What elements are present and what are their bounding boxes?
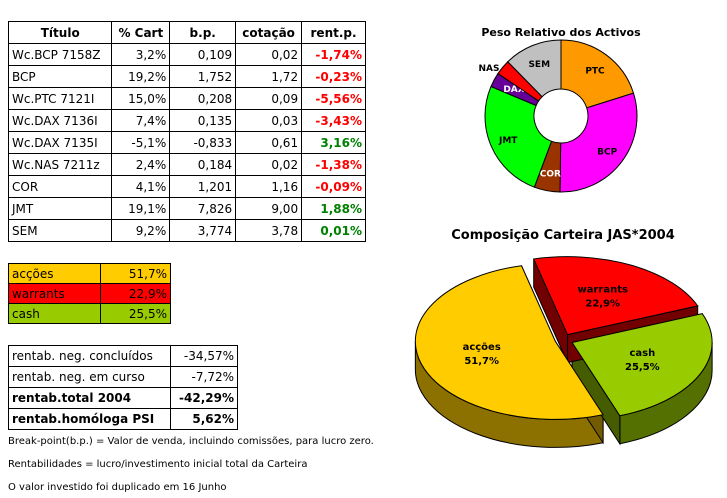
cell-cotacao: 3,78 (235, 219, 303, 242)
table-row: BCP 19,2% 1,752 1,72 -0,23% (7, 65, 366, 88)
cell-titulo: SEM (7, 219, 113, 242)
note-valor-investido: O valor investido foi duplicado em 16 Ju… (8, 482, 227, 493)
cell-cart: 15,0% (111, 87, 171, 110)
doughnut-slice-ptc (560, 39, 635, 109)
allocation-value: 25,5% (100, 303, 171, 324)
header-rent: rent.p. (301, 21, 366, 44)
table-row: COR 4,1% 1,201 1,16 -0,09% (7, 175, 366, 198)
portfolio-table: Título % Cart b.p. cotação rent.p. Wc.BC… (7, 21, 366, 242)
performance-value: 5,62% (169, 408, 239, 430)
pie3d-value-acções: 51,7% (464, 356, 499, 367)
cell-titulo: Wc.PTC 7121I (7, 87, 113, 110)
allocation-label: cash (7, 303, 102, 324)
cell-bp: 1,752 (169, 65, 237, 88)
cell-rent: -1,38% (301, 153, 366, 176)
performance-table: rentab. neg. concluídos -34,57% rentab. ne… (8, 345, 239, 430)
performance-label: rentab.homóloga PSI (8, 408, 171, 430)
performance-label: rentab.total 2004 (8, 387, 171, 409)
pie3d-value-warrants: 22,9% (585, 298, 620, 309)
table-row: Wc.BCP 7158Z 3,2% 0,109 0,02 -1,74% (7, 43, 366, 66)
cell-rent: 0,01% (301, 219, 366, 242)
note-rentabilidades: Rentabilidades = lucro/investimento inic… (8, 459, 308, 470)
doughnut-label-dax: DAX (503, 85, 524, 95)
cell-bp: 1,201 (169, 175, 237, 198)
doughnut-label-bcp: BCP (597, 147, 617, 157)
table-row: Wc.DAX 7136I 7,4% 0,135 0,03 -3,43% (7, 109, 366, 132)
doughnut-label-ptc: PTC (585, 67, 605, 77)
pie3d-value-cash: 25,5% (625, 362, 660, 373)
cell-rent: -5,56% (301, 87, 366, 110)
cell-cotacao: 1,72 (235, 65, 303, 88)
performance-value: -34,57% (169, 345, 239, 367)
pie3d-slice-warrants (532, 256, 699, 336)
cell-titulo: COR (7, 175, 113, 198)
pie3d-label-acções: acções (463, 342, 501, 353)
cell-cart: 7,4% (111, 109, 171, 132)
doughnut-slice-bcp (559, 92, 638, 193)
performance-row: rentab.total 2004 -42,29% (8, 387, 239, 409)
performance-row: rentab.homóloga PSI 5,62% (8, 408, 239, 430)
pie3d-chart-title: Composição Carteira JAS*2004 (451, 228, 675, 243)
pie3d-slice-acções (414, 265, 604, 420)
portfolio-header-row: Título % Cart b.p. cotação rent.p. (7, 21, 366, 44)
cell-rent: -1,74% (301, 43, 366, 66)
cell-bp: 0,208 (169, 87, 237, 110)
doughnut-chart-title: Peso Relativo dos Activos (481, 26, 641, 39)
allocation-row: cash 25,5% (7, 303, 171, 324)
table-row: Wc.PTC 7121I 15,0% 0,208 0,09 -5,56% (7, 87, 366, 110)
cell-cart: 2,4% (111, 153, 171, 176)
allocation-value: 22,9% (100, 283, 171, 304)
allocation-table: acções 51,7% warrants 22,9% cash 25,5% (7, 263, 171, 324)
doughnut-label-jmt: JMT (498, 136, 518, 146)
cell-rent: -0,09% (301, 175, 366, 198)
cell-bp: 3,774 (169, 219, 237, 242)
performance-row: rentab. neg. em curso -7,72% (8, 366, 239, 388)
cell-titulo: Wc.BCP 7158Z (7, 43, 113, 66)
cell-titulo: Wc.DAX 7136I (7, 109, 113, 132)
doughnut-label-cor: COR (540, 170, 561, 180)
cell-cotacao: 0,02 (235, 153, 303, 176)
note-break-point: Break-point(b.p.) = Valor de venda, incl… (8, 436, 374, 447)
cell-cart: 9,2% (111, 219, 171, 242)
cell-cotacao: 0,02 (235, 43, 303, 66)
cell-rent: 3,16% (301, 131, 366, 154)
cell-rent: -0,23% (301, 65, 366, 88)
cell-cart: -5,1% (111, 131, 171, 154)
cell-bp: 0,184 (169, 153, 237, 176)
doughnut-slice-jmt (484, 85, 553, 188)
table-row: SEM 9,2% 3,774 3,78 0,01% (7, 219, 366, 242)
performance-label: rentab. neg. em curso (8, 366, 171, 388)
allocation-row: acções 51,7% (7, 263, 171, 284)
cell-rent: -3,43% (301, 109, 366, 132)
table-row: Wc.DAX 7135I -5,1% -0,833 0,61 3,16% (7, 131, 366, 154)
pie3d-slice-cash (571, 313, 713, 417)
doughnut-label-nas: NAS (479, 64, 500, 74)
pie3d-label-cash: cash (629, 348, 655, 359)
performance-value: -7,72% (169, 366, 239, 388)
doughnut-label-sem: SEM (528, 60, 550, 70)
doughnut-slice-sem (507, 39, 562, 98)
pie3d-label-warrants: warrants (578, 284, 628, 295)
cell-cotacao: 1,16 (235, 175, 303, 198)
